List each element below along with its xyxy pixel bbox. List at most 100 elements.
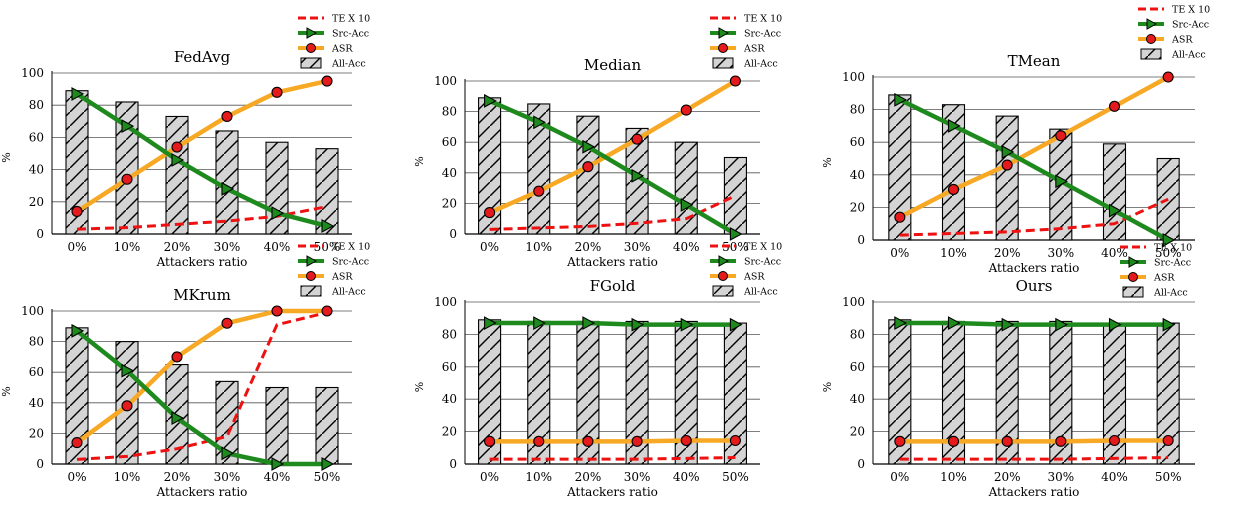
all-acc-bar-hatch [66,327,88,464]
legend-label: TE X 10 [744,14,782,25]
legend-label: ASR [331,44,353,55]
legend-label: Src-Acc [332,257,369,268]
asr-point [321,75,333,87]
src-acc-point [271,206,285,220]
src-acc-point [729,227,743,241]
all-acc-bar-hatch [316,148,338,234]
src-acc-point [582,139,596,154]
y-axis-label: % [0,386,13,396]
x-axis-label: Attackers ratio [156,485,248,499]
y-tick-label: 20 [29,426,44,440]
x-tick-label: 30% [1047,470,1074,484]
legend-src-marker [306,255,318,267]
legend-asr-entry: ASR [710,43,765,55]
all-acc-bar-hatch [1049,321,1072,464]
all-acc-bar-hatch [527,321,550,464]
all-acc-bar-hatch [626,128,649,234]
y-tick-label: 40 [850,392,865,406]
x-axis-label: Attackers ratio [156,255,248,269]
te-series-line [899,197,1169,237]
chart-title: FGold [590,277,636,295]
src-acc-point [894,92,907,107]
src-acc-point [947,316,961,330]
all-acc-bar-hatch [1157,323,1180,464]
x-tick-label: 10% [114,240,141,254]
asr-point [1162,71,1174,83]
legend-label: Src-Acc [1154,258,1191,269]
all-acc-bar-hatch [724,157,747,234]
y-tick-label: 100 [434,295,457,309]
legend-te-entry: TE X 10 [710,14,782,25]
legend-src-acc-entry: Src-Acc [710,27,781,40]
legend-label: TE X 10 [1172,5,1210,16]
y-tick-label: 20 [850,200,865,214]
legend-all-hatch [1141,49,1161,59]
src-acc-point [71,323,85,338]
legend-label: ASR [1171,35,1193,46]
legend-label: All-Acc [743,59,778,70]
all-acc-bar-hatch [888,319,911,464]
asr-point [582,435,594,447]
asr-point [533,435,545,447]
src-acc-point [894,316,907,330]
y-tick-label: 80 [850,327,865,341]
src-acc-point [121,363,135,378]
y-tick-label: 60 [29,365,44,379]
all-acc-bar-hatch [116,101,138,234]
y-tick-label: 20 [442,425,457,439]
src-acc-point [631,317,645,332]
src-acc-point [1108,317,1122,332]
y-tick-label: 20 [29,195,44,209]
y-tick-label: 20 [442,196,457,210]
y-tick-label: 100 [842,70,865,84]
src-acc-series-line [489,320,736,327]
legend-all-hatch [1123,287,1143,297]
x-tick-label: 40% [673,470,700,484]
all-acc-bar-hatch [216,381,238,464]
legend-all-acc-entry: All-Acc [712,57,778,70]
legend-src-acc-entry: Src-Acc [298,255,369,268]
legend-src-marker [306,27,318,39]
legend: TE X 10 Src-Acc ASR All-Acc [1120,243,1192,299]
asr-point [171,141,183,153]
legend-asr-marker [718,43,728,53]
asr-point [631,133,643,145]
src-acc-point [947,118,961,133]
src-acc-series-line [899,320,1169,327]
x-tick-label: 20% [164,470,191,484]
x-tick-label: 50% [722,470,749,484]
legend-label: Src-Acc [744,257,781,268]
legend-label: ASR [1153,273,1175,284]
asr-point [894,211,906,223]
y-tick-label: 60 [442,135,457,149]
x-tick-label: 20% [994,470,1021,484]
all-acc-bar-hatch [266,387,288,464]
y-axis-label: % [821,157,834,167]
legend-label: TE X 10 [332,14,370,25]
legend-asr-entry: ASR [1138,34,1193,46]
legend-all-hatch [713,286,733,296]
src-acc-point [533,316,546,330]
y-tick-label: 60 [29,130,44,144]
src-acc-point [1162,317,1176,332]
all-acc-bar-hatch [996,321,1019,464]
y-tick-label: 0 [449,457,457,471]
all-acc-bar-hatch [675,321,698,464]
chart-title: Median [584,56,642,74]
all-acc-bar-hatch [888,94,911,241]
legend: TE X 10 Src-Acc ASR All-Acc [710,14,782,70]
asr-point [221,317,233,329]
legend-asr-marker [718,271,728,281]
y-tick-label: 40 [850,168,865,182]
y-tick-label: 80 [850,103,865,117]
chart-panel-tmean: TMean 0 20 40 60 80 100% 0% 10% 20% 30% 40% 50% Attac… [821,5,1210,276]
y-tick-label: 0 [36,227,44,241]
asr-point [71,437,83,449]
x-tick-label: 40% [264,470,291,484]
all-acc-bar-hatch [527,103,550,234]
x-tick-label: 40% [673,240,700,254]
y-tick-label: 0 [857,233,865,247]
legend-all-acc-entry: All-Acc [712,285,778,298]
chart-panel-ours: Ours 0 20 40 60 80 100% 0% 10% 20% 30% 40% 50% Attack… [821,243,1195,499]
